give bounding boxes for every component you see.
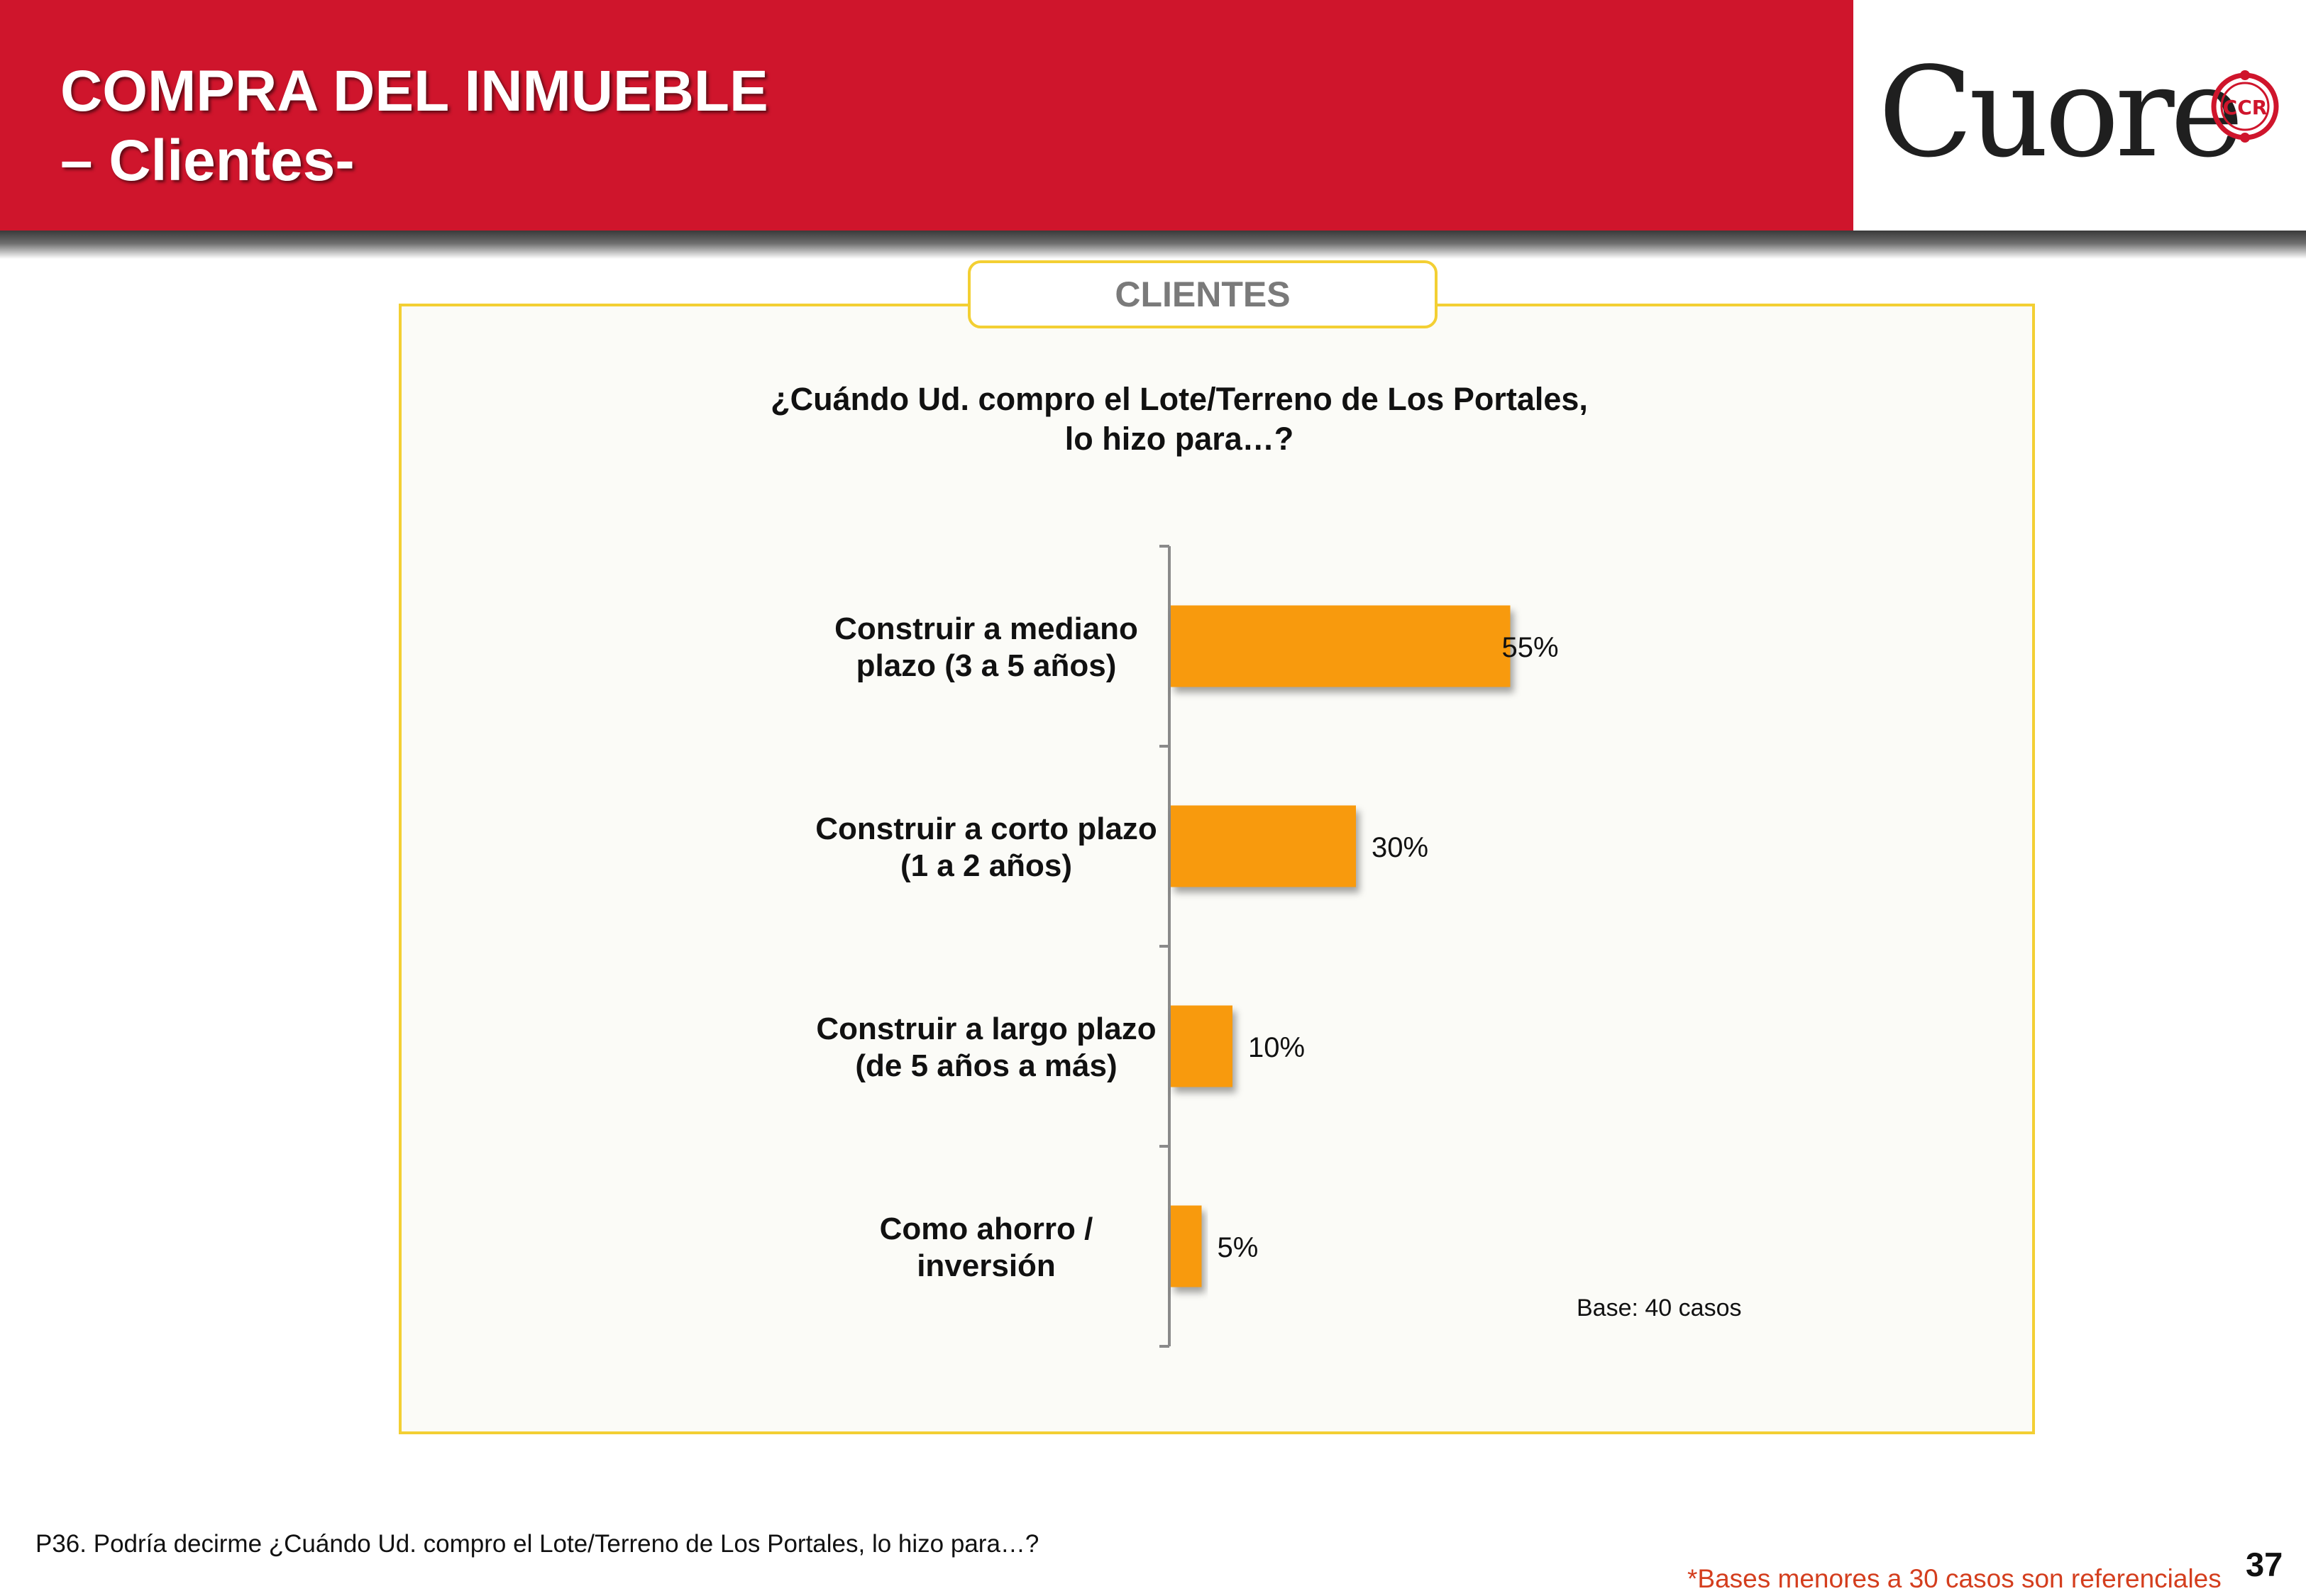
base-note: Base: 40 casos <box>1577 1295 1742 1321</box>
tab-clientes: CLIENTES <box>968 260 1438 328</box>
page-number: 37 <box>2246 1546 2283 1583</box>
page-title-line1: COMPRA DEL INMUEBLE <box>60 59 768 123</box>
chart-question-line2: lo hizo para…? <box>1064 421 1294 457</box>
bar <box>1171 1205 1202 1287</box>
category-label: Construir a mediano <box>834 611 1138 646</box>
category-label: (1 a 2 años) <box>900 848 1072 883</box>
footnote-disclaimer: *Bases menores a 30 casos son referencia… <box>1687 1564 2222 1593</box>
category-label: Construir a largo plazo <box>816 1012 1156 1046</box>
footnote-question: P36. Podría decirme ¿Cuándo Ud. compro e… <box>35 1530 1039 1558</box>
chart-question-line1: ¿Cuándo Ud. compro el Lote/Terreno de Lo… <box>771 381 1588 417</box>
bar-value-label: 30% <box>1372 832 1428 863</box>
header-shadow <box>0 231 2306 259</box>
category-label: plazo (3 a 5 años) <box>856 648 1117 683</box>
logo-badge-text: CCR <box>2223 96 2268 119</box>
category-label: Como ahorro / <box>880 1212 1093 1246</box>
logo-badge-icon: CCR <box>2211 70 2279 143</box>
category-label: Construir a corto plazo <box>815 811 1157 846</box>
logo: Cuore CCR <box>1853 0 2306 231</box>
bar-value-label: 10% <box>1248 1032 1305 1063</box>
bar-value-label: 55% <box>1502 632 1559 663</box>
chart-axis <box>1159 545 1171 1348</box>
category-label: (de 5 años a más) <box>855 1048 1117 1083</box>
bar <box>1171 805 1356 887</box>
bar-value-label: 5% <box>1218 1232 1259 1263</box>
page-title-line2: – Clientes- <box>60 128 355 193</box>
header-bar <box>0 0 1853 231</box>
chart-bars <box>1171 605 1511 1287</box>
logo-wordmark: Cuore <box>1878 41 2244 185</box>
category-label: inversión <box>917 1248 1056 1283</box>
bar <box>1171 605 1511 687</box>
chart-question: ¿Cuándo Ud. compro el Lote/Terreno de Lo… <box>683 379 1676 459</box>
page-title: COMPRA DEL INMUEBLE – Clientes- <box>60 57 768 196</box>
bar <box>1171 1005 1232 1087</box>
